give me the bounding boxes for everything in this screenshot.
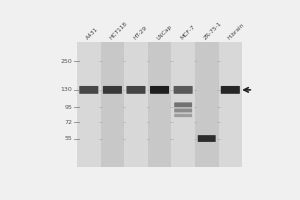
FancyBboxPatch shape xyxy=(103,86,122,94)
Text: 55: 55 xyxy=(64,136,72,141)
FancyBboxPatch shape xyxy=(174,114,192,117)
FancyBboxPatch shape xyxy=(148,42,171,167)
Text: 130: 130 xyxy=(61,87,72,92)
FancyBboxPatch shape xyxy=(174,86,193,94)
Text: HT-29: HT-29 xyxy=(132,25,148,41)
Text: A431: A431 xyxy=(85,27,100,41)
Text: 95: 95 xyxy=(64,105,72,110)
Text: 250: 250 xyxy=(61,59,72,64)
FancyBboxPatch shape xyxy=(124,42,148,167)
FancyBboxPatch shape xyxy=(174,102,192,107)
FancyBboxPatch shape xyxy=(195,42,218,167)
FancyBboxPatch shape xyxy=(218,42,242,167)
FancyBboxPatch shape xyxy=(126,86,146,94)
FancyBboxPatch shape xyxy=(198,135,216,142)
Text: MCF-7: MCF-7 xyxy=(180,24,196,41)
FancyBboxPatch shape xyxy=(100,42,124,167)
FancyBboxPatch shape xyxy=(174,108,192,112)
FancyBboxPatch shape xyxy=(171,42,195,167)
Text: LNCap: LNCap xyxy=(156,24,173,41)
FancyBboxPatch shape xyxy=(150,86,169,94)
FancyBboxPatch shape xyxy=(221,86,240,94)
FancyBboxPatch shape xyxy=(77,42,101,167)
Text: H.brain: H.brain xyxy=(227,22,245,41)
Text: 72: 72 xyxy=(64,120,72,125)
Text: ZR-75-1: ZR-75-1 xyxy=(203,21,223,41)
FancyBboxPatch shape xyxy=(79,86,98,94)
Text: HCT118: HCT118 xyxy=(109,21,129,41)
